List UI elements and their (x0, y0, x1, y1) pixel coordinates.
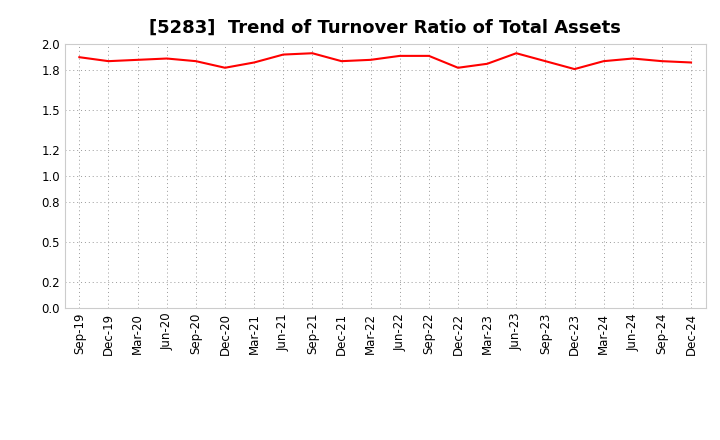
Title: [5283]  Trend of Turnover Ratio of Total Assets: [5283] Trend of Turnover Ratio of Total … (149, 19, 621, 37)
